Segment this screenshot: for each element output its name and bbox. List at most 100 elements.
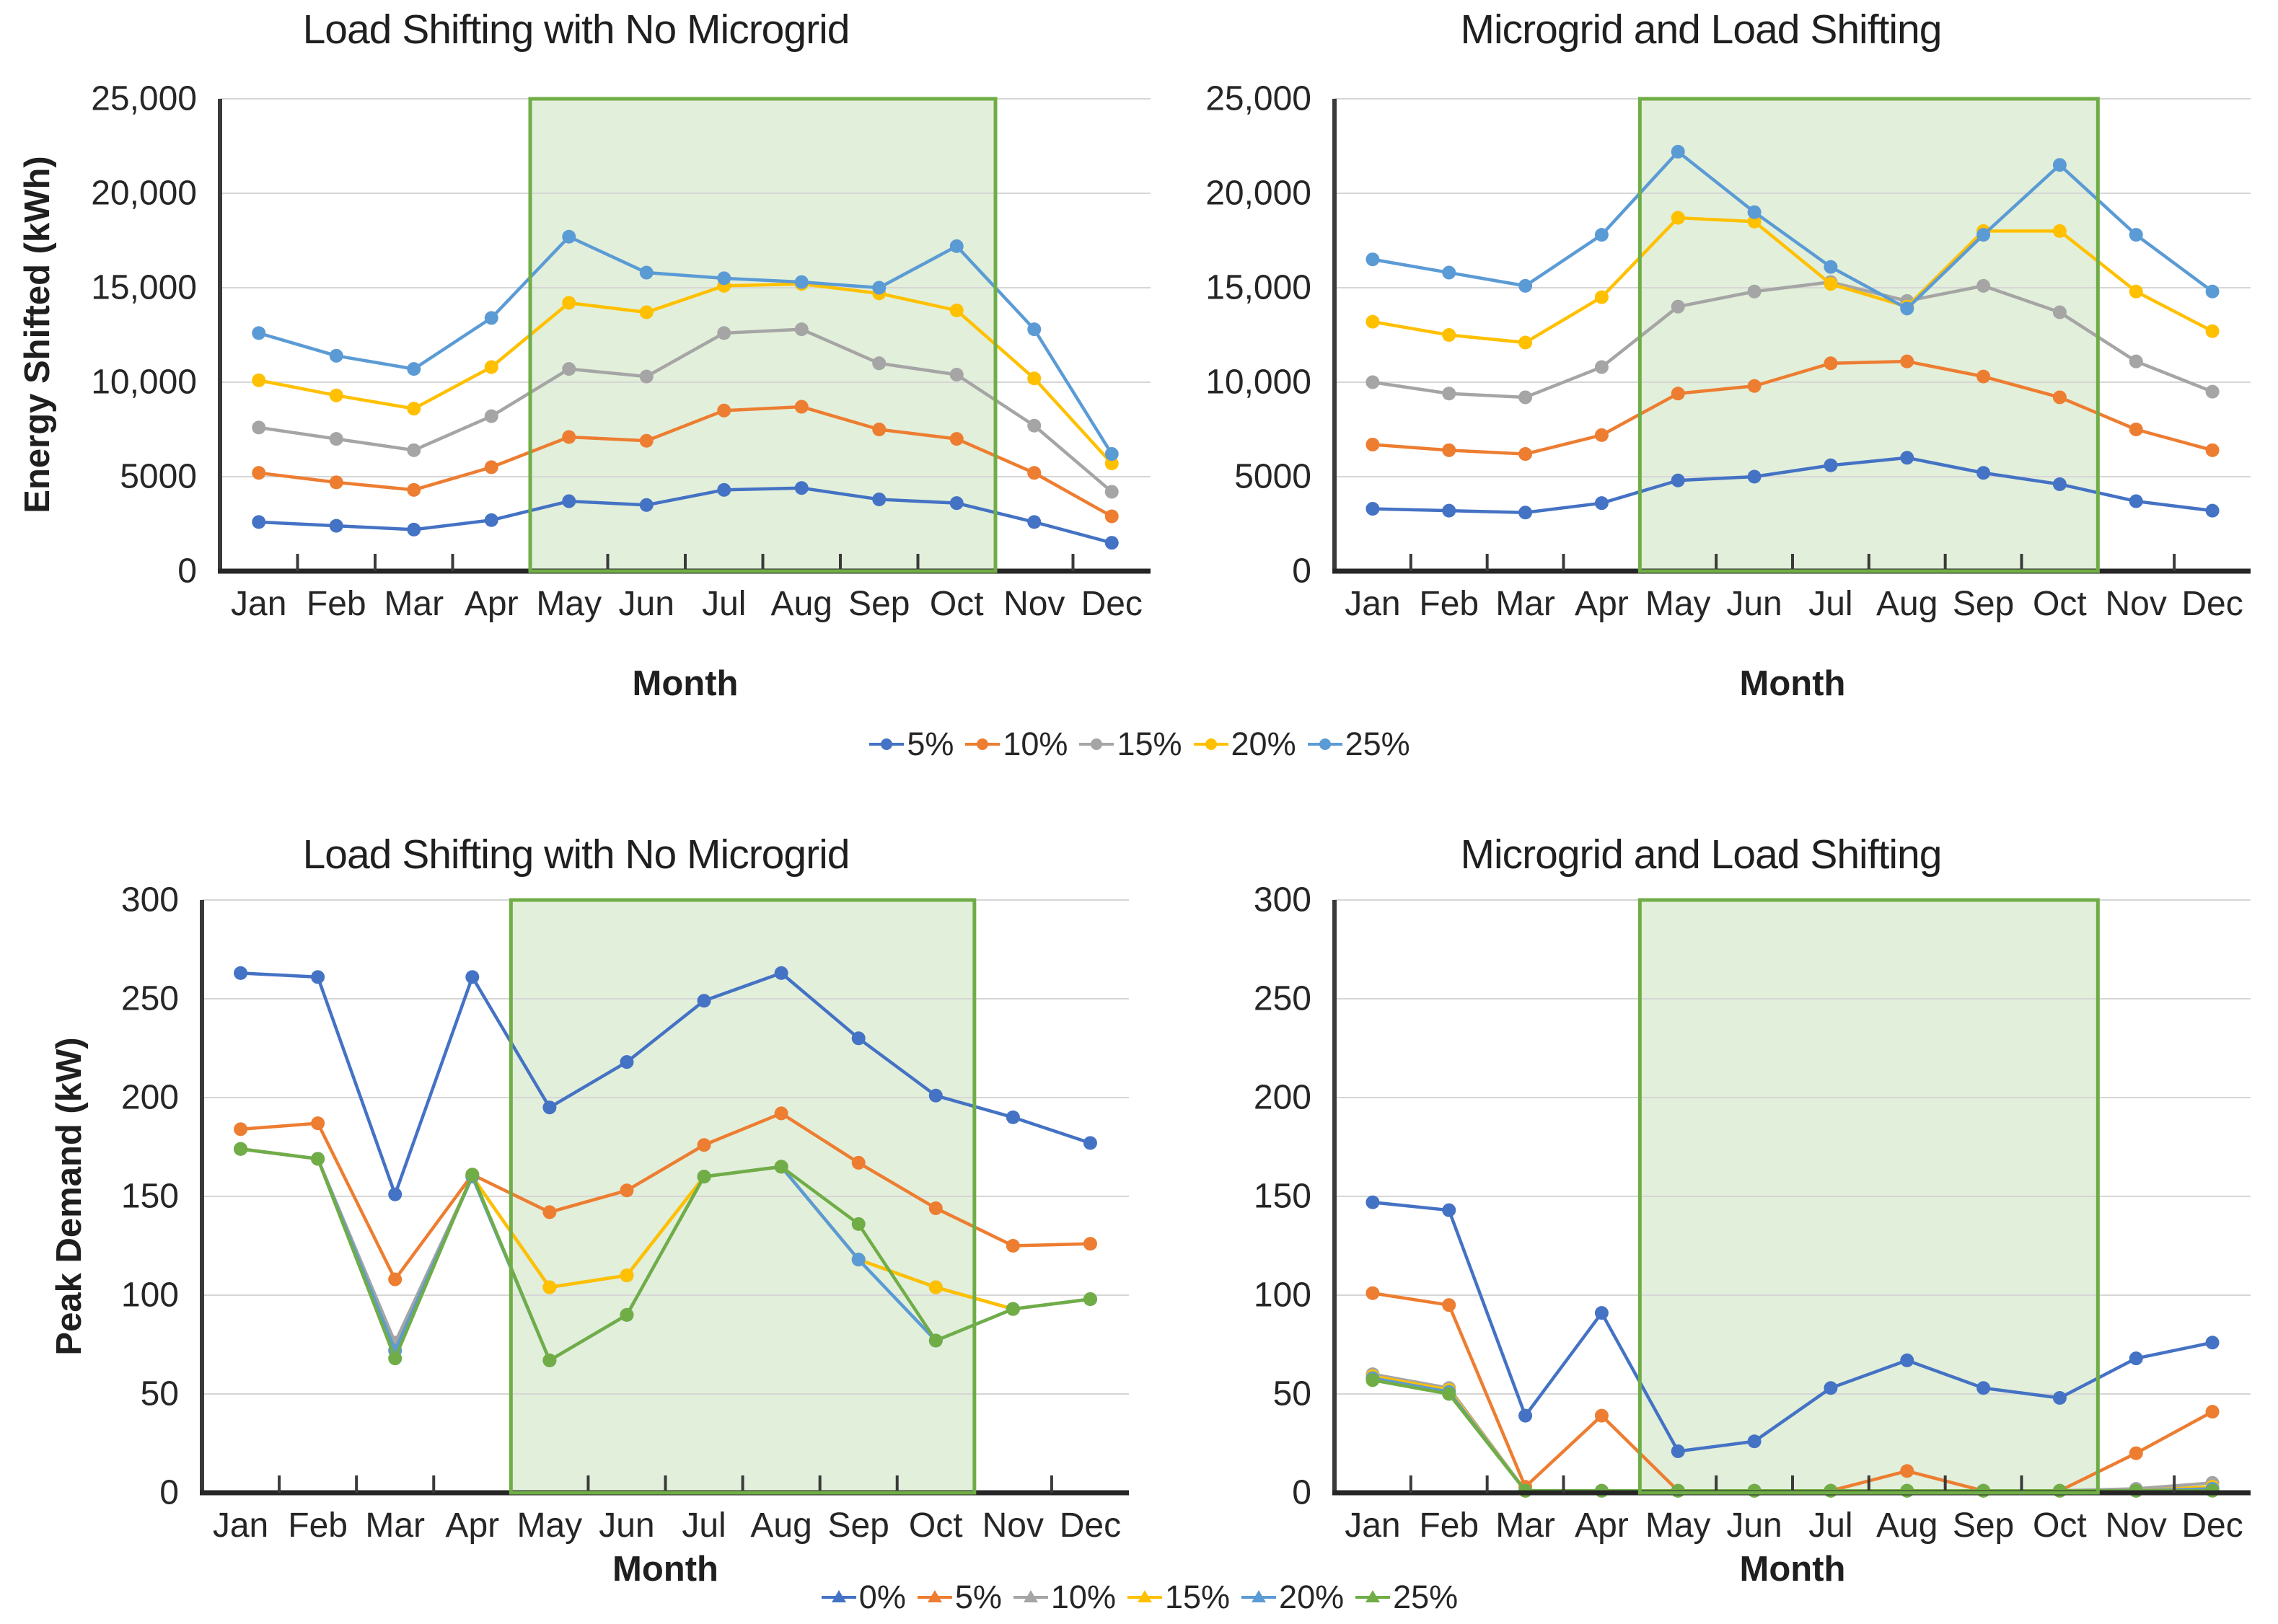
x-tick-label: Jul (1808, 1506, 1853, 1545)
y-tick-label: 0 (159, 1473, 179, 1512)
data-point-10%-Feb (1442, 443, 1456, 457)
legend-item-5%: 5% (868, 725, 954, 763)
data-point-0%-Jun (1747, 1434, 1762, 1449)
x-tick-labels-row: Jan Feb Mar Apr May Jun Jul Aug Sep Oct Nov Dec (220, 584, 1151, 630)
data-point-5%-Oct (928, 1201, 943, 1215)
series-line-20% (1371, 216, 2215, 345)
data-point-25%-Dec (2205, 284, 2220, 299)
data-point-10%-Mar (1518, 447, 1533, 462)
x-axis-title: Month (1739, 664, 1846, 703)
data-point-15%-May (1671, 299, 1685, 314)
y-tick-label: 5000 (1234, 457, 1311, 496)
data-point-25%-Apr (484, 311, 498, 325)
data-point-0%-Sep (851, 1031, 866, 1046)
x-tick-label: Sep (848, 585, 910, 623)
series-line-20% (257, 282, 1114, 465)
x-tick-label: May (516, 1506, 583, 1545)
data-point-0%-Aug (1900, 1353, 1914, 1367)
x-tick-label: Aug (770, 585, 832, 623)
plot-area (1332, 898, 2251, 1498)
data-point-25%-Mar (1518, 278, 1533, 293)
x-tick-label: Jan (231, 585, 287, 623)
legend-energy-charts: 5% 10% 15% 20% 25% (0, 723, 2278, 766)
data-point-10%-Feb (329, 475, 343, 490)
data-point-5%-Jul (717, 482, 731, 497)
data-point-5%-Nov (2129, 494, 2143, 508)
x-tick-label: Jun (618, 585, 674, 623)
data-point-25%-Jun (1747, 205, 1762, 219)
data-point-25%-May (542, 1353, 557, 1367)
x-tick-label: May (1645, 585, 1711, 623)
x-axis-title: Month (632, 664, 739, 703)
x-axis-title: Month (1739, 1550, 1846, 1589)
data-point-10%-Jul (717, 403, 731, 418)
data-point-15%-Jun (620, 1268, 634, 1283)
data-point-20%-Mar (1518, 335, 1533, 350)
data-point-5%-Nov (1006, 1239, 1020, 1253)
legend-item-0%: 0% (820, 1579, 906, 1616)
legend-marker-icon (1307, 738, 1342, 750)
legend-label: 20% (1279, 1579, 1345, 1615)
legend-marker-icon (869, 738, 905, 750)
y-tick-label: 300 (1253, 881, 1311, 919)
legend-item-20%: 20% (1192, 725, 1296, 763)
legend-item-5%: 5% (916, 1579, 1002, 1616)
y-tick-label: 20,000 (1205, 174, 1311, 213)
data-point-5%-May (542, 1205, 557, 1219)
data-point-25%-Jun (639, 265, 654, 280)
data-point-0%-Dec (2205, 1336, 2220, 1350)
data-point-0%-May (542, 1100, 557, 1115)
x-tick-label: Jun (1726, 1506, 1782, 1545)
data-point-15%-Mar (1518, 390, 1533, 405)
data-point-20%-Mar (407, 402, 421, 416)
y-tick-label: 50 (1272, 1374, 1311, 1413)
y-tick-label: 0 (1292, 1473, 1311, 1512)
data-point-5%-Apr (1594, 496, 1609, 511)
data-point-25%-Mar (407, 362, 421, 376)
data-point-10%-Jan (1366, 437, 1380, 451)
x-tick-label: Apr (1575, 1506, 1629, 1545)
legend-label: 25% (1393, 1579, 1459, 1615)
legend-triangle (831, 1590, 846, 1602)
data-point-0%-Sep (1976, 1381, 1991, 1395)
series-line-5% (1371, 456, 2215, 515)
data-point-25%-Aug (774, 1160, 788, 1174)
data-point-10%-Jul (1824, 356, 1838, 371)
data-point-0%-Aug (774, 966, 788, 980)
data-point-15%-May (562, 362, 576, 376)
x-tick-label: Sep (1952, 1506, 2015, 1545)
chart-title: Load Shifting with No Microgrid (302, 831, 850, 878)
x-tick-labels-row: Jan Feb Mar Apr May Jun Jul Aug Sep Oct Nov Dec (1334, 584, 2251, 630)
legend-marker-icon (1079, 738, 1114, 750)
data-point-0%-Oct (928, 1088, 943, 1103)
series-line-15% (257, 327, 1114, 494)
data-point-15%-Jul (717, 326, 731, 340)
data-point-5%-Mar (407, 522, 421, 537)
data-point-20%-Dec (1104, 456, 1119, 471)
data-point-25%-Apr (1594, 228, 1609, 242)
highlight-season-border (528, 97, 998, 573)
data-point-5%-Feb (329, 518, 343, 533)
data-point-5%-Jul (1824, 458, 1838, 472)
data-point-15%-Feb (1442, 387, 1456, 401)
data-point-5%-Jan (234, 1122, 248, 1137)
y-tick-label: 300 (120, 881, 179, 919)
x-tick-label: Oct (2033, 1506, 2087, 1545)
data-point-15%-Apr (1594, 360, 1609, 374)
data-point-5%-Oct (2052, 477, 2067, 491)
data-point-0%-May (1671, 1444, 1685, 1458)
data-point-10%-May (1671, 387, 1685, 401)
data-point-10%-Aug (1900, 354, 1914, 369)
data-point-5%-Aug (794, 481, 809, 495)
y-tick-label: 25,000 (91, 79, 197, 118)
data-point-20%-May (562, 296, 576, 310)
data-point-5%-Sep (851, 1155, 866, 1170)
data-point-15%-Dec (2205, 384, 2220, 399)
data-point-5%-Sep (1976, 466, 1991, 480)
x-tick-label: Mar (1495, 1506, 1555, 1545)
legend-label: 10% (1050, 1579, 1116, 1615)
data-point-0%-Mar (388, 1187, 403, 1201)
legend-marker-icon (1013, 1590, 1048, 1602)
data-point-10%-Oct (949, 432, 964, 446)
